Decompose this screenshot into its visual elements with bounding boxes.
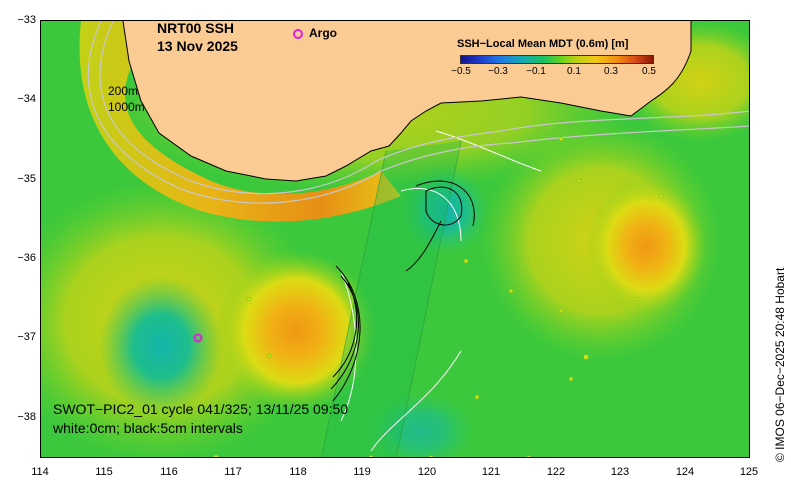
x-tick-label: 115: [95, 466, 113, 478]
observation-dots: [212, 136, 664, 457]
map-date: 13 Nov 2025: [157, 38, 238, 54]
y-tick-label: −38: [17, 411, 36, 423]
cool-eddy: [99, 276, 223, 416]
coastal-warm-band: [79, 21, 401, 222]
argo-float: [193, 333, 203, 343]
y-tick-label: −34: [17, 93, 36, 105]
five-cm-contours: [330, 180, 475, 402]
colorbar-tick: −0.5: [451, 66, 471, 77]
x-tick-label: 120: [417, 466, 437, 478]
x-tick-label: 125: [739, 466, 759, 478]
ssh-map: [41, 21, 749, 457]
x-tick-label: 119: [353, 466, 371, 478]
contour-label-1000m: 1000m: [108, 100, 145, 114]
contour-label-200m: 200m: [108, 84, 139, 98]
map-area: [40, 20, 750, 458]
colorbar: [460, 55, 654, 64]
argo-marker-icon: [293, 28, 303, 39]
y-tick-label: −36: [17, 252, 36, 264]
warm-eddy: [586, 178, 706, 314]
x-tick-label: 123: [610, 466, 630, 478]
contour-interval-info: white:0cm; black:5cm intervals: [53, 420, 243, 436]
swot-pass-info: SWOT−PIC2_01 cycle 041/325; 13/11/25 09:…: [53, 401, 349, 417]
warm-eddy: [216, 251, 376, 411]
colorbar-tick: −0.1: [526, 66, 546, 77]
swot-swath-edge: [320, 140, 462, 457]
cool-eddy: [366, 391, 476, 457]
bathymetry-contours: [87, 21, 749, 204]
colorbar-title: SSH−Local Mean MDT (0.6m) [m]: [457, 38, 629, 50]
x-tick-label: 116: [160, 466, 178, 478]
zero-contours: [340, 130, 542, 452]
colorbar-tick: 0.3: [604, 66, 618, 77]
colorbar-tick: −0.3: [488, 66, 508, 77]
x-tick-label: 118: [289, 466, 307, 478]
x-tick-label: 124: [675, 466, 695, 478]
coastline: [122, 21, 692, 182]
colorbar-tick: 0.5: [642, 66, 656, 77]
y-tick-label: −37: [17, 331, 36, 343]
credit-text: © IMOS 06−Dec−2025 20:48 Hobart: [773, 267, 787, 462]
x-tick-label: 121: [481, 466, 501, 478]
y-tick-label: −33: [17, 14, 36, 26]
x-tick-label: 114: [31, 466, 49, 478]
map-title: NRT00 SSH: [157, 20, 235, 36]
colorbar-tick: 0.1: [567, 66, 581, 77]
x-tick-label: 122: [546, 466, 566, 478]
argo-legend: Argo: [293, 26, 337, 40]
argo-legend-label: Argo: [309, 26, 337, 40]
y-tick-label: −35: [17, 173, 36, 185]
swot-swath: [321, 141, 461, 457]
x-tick-label: 117: [224, 466, 242, 478]
